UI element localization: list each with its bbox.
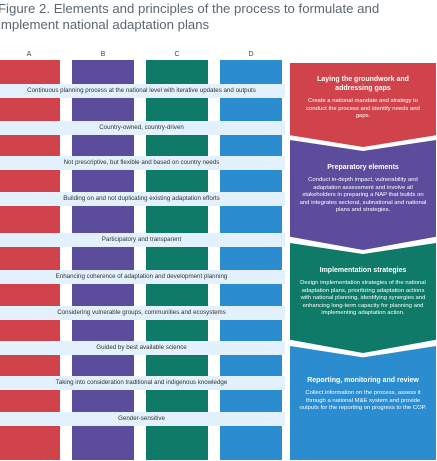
principle-band: Not prescriptive, but flexible and based…: [0, 156, 285, 170]
element-description: Collect information on the process, asse…: [299, 390, 427, 412]
element-title: Preparatory elements: [327, 164, 399, 171]
principle-band: Participatory and transparent: [0, 233, 285, 247]
column-label-c: C: [174, 51, 180, 58]
element-panel-groundwork: Laying the groundwork and addressing gap…: [290, 63, 436, 147]
figure-title: Figure 2. Elements and principles of the…: [0, 1, 380, 32]
element-panel-implementation: Implementation strategies Design impleme…: [290, 243, 436, 353]
element-description: Conduct in-depth impact, vulnerability a…: [299, 177, 427, 214]
element-title: Implementation strategies: [319, 267, 407, 274]
element-panel-preparatory: Preparatory elements Conduct in-depth im…: [290, 140, 436, 250]
principle-band: Gender-sensitive: [0, 412, 285, 426]
element-description: Design implementation strategies of the …: [300, 280, 426, 317]
principle-band: Taking into consideration traditional an…: [0, 376, 285, 390]
principle-band: Considering vulnerable groups, communiti…: [0, 306, 285, 320]
column-label-b: B: [100, 51, 106, 58]
element-panel-reporting: Reporting, monitoring and review Collect…: [290, 346, 436, 460]
principle-band: Country-owned, country-driven: [0, 121, 285, 135]
column-b-rule: [72, 60, 134, 62]
principle-band: Enhancing coherence of adaptation and de…: [0, 270, 285, 284]
element-title: Reporting, monitoring and review: [307, 377, 419, 384]
principle-band: Building on and not duplicating existing…: [0, 192, 285, 206]
element-title: Laying the groundwork and addressing gap…: [317, 76, 409, 92]
column-label-d: D: [248, 51, 254, 58]
element-description: Create a national mandate and strategy t…: [306, 98, 420, 120]
column-d-rule: [220, 60, 282, 62]
principle-band: Continuous planning process at the natio…: [0, 84, 285, 98]
column-label-a: A: [26, 51, 32, 58]
column-a-rule: [0, 60, 60, 62]
column-c-rule: [146, 60, 208, 62]
principle-band: Guided by best available science: [0, 341, 285, 355]
